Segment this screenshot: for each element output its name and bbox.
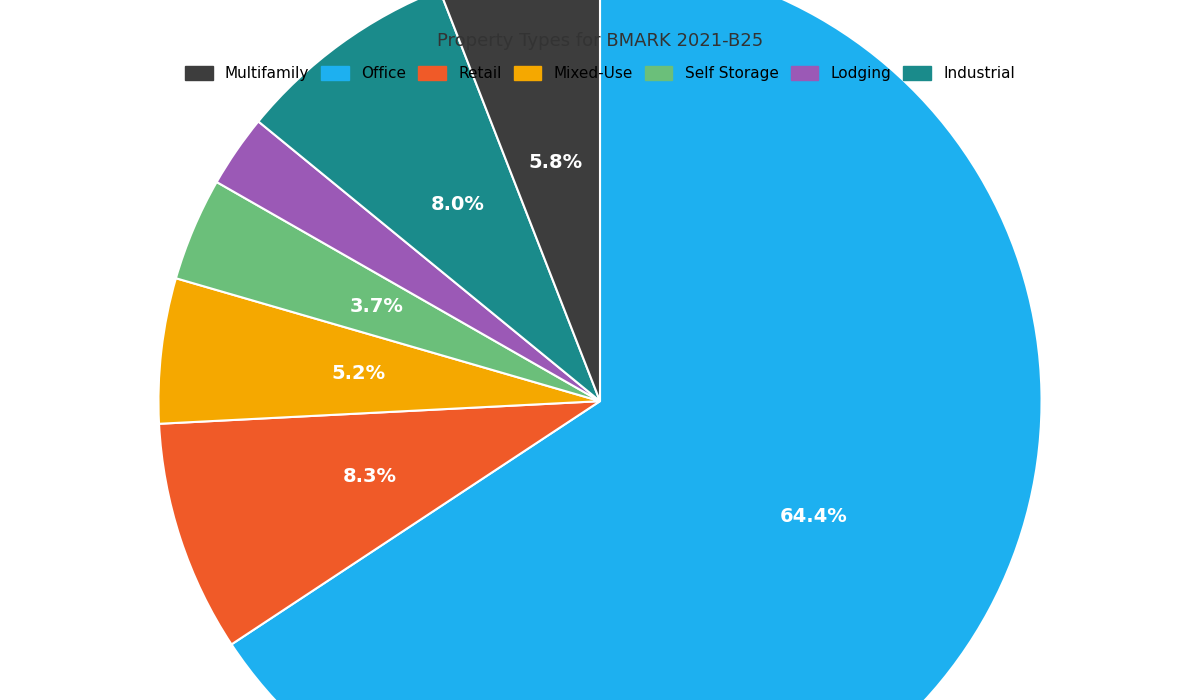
Text: Property Types for BMARK 2021-B25: Property Types for BMARK 2021-B25 xyxy=(437,32,763,50)
Wedge shape xyxy=(176,182,600,401)
Text: 64.4%: 64.4% xyxy=(780,507,847,526)
Text: 8.3%: 8.3% xyxy=(342,468,396,486)
Text: 5.8%: 5.8% xyxy=(528,153,582,172)
Wedge shape xyxy=(258,0,600,401)
Wedge shape xyxy=(439,0,600,401)
Wedge shape xyxy=(217,122,600,401)
Text: 5.2%: 5.2% xyxy=(331,364,386,383)
Legend: Multifamily, Office, Retail, Mixed-Use, Self Storage, Lodging, Industrial: Multifamily, Office, Retail, Mixed-Use, … xyxy=(179,60,1021,88)
Text: 8.0%: 8.0% xyxy=(431,195,484,214)
Wedge shape xyxy=(160,401,600,645)
Text: 3.7%: 3.7% xyxy=(349,297,403,316)
Wedge shape xyxy=(232,0,1042,700)
Wedge shape xyxy=(158,278,600,424)
